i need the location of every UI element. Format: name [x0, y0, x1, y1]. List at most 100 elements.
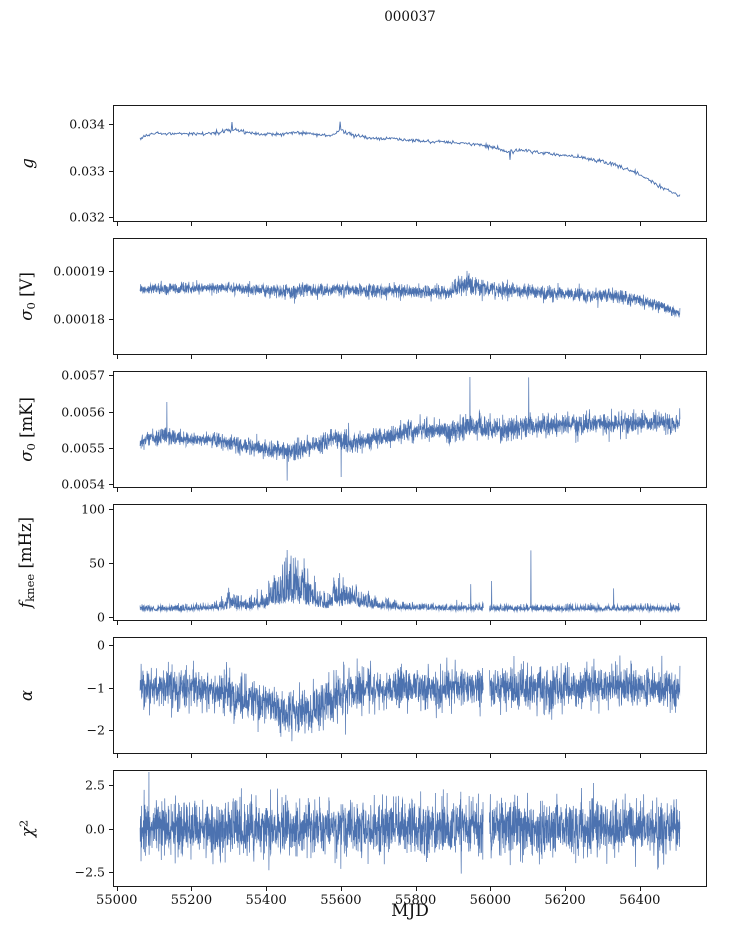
y-tick-mark-alpha: [109, 645, 113, 647]
y-tick-mark-sigma0_mK: [109, 411, 113, 413]
x-tick-mark: [565, 754, 567, 758]
y-axis-title-sigma0_V: σ0 [V]: [14, 238, 40, 355]
panel-f_knee: [113, 504, 707, 621]
x-tick-label: 55600: [320, 893, 362, 908]
y-tick-label-sigma0_mK: 0.0054: [61, 476, 105, 492]
panel-chi2: [113, 770, 707, 887]
x-tick-mark: [340, 355, 342, 359]
x-tick-mark: [116, 754, 118, 758]
y-tick-label-chi2: −2.5: [74, 864, 105, 879]
x-tick-mark: [191, 621, 193, 625]
y-axis-title-sigma0_mK: σ0 [mK]: [14, 371, 40, 488]
y-tick-label-g: 0.032: [69, 209, 105, 225]
x-tick-mark: [191, 222, 193, 226]
x-tick-mark: [415, 222, 417, 226]
x-tick-mark: [565, 488, 567, 492]
x-tick-mark: [266, 222, 268, 226]
y-tick-mark-alpha: [109, 730, 113, 732]
x-tick-mark: [116, 355, 118, 359]
y-tick-label-f_knee: 0: [97, 609, 105, 625]
x-axis-label: MJD: [391, 901, 429, 921]
x-tick-mark: [340, 621, 342, 625]
y-tick-label-chi2: 0.0: [85, 821, 105, 836]
x-tick-label: 56400: [619, 893, 661, 908]
chart-title: 000037: [384, 9, 436, 25]
x-tick-mark: [639, 222, 641, 226]
x-tick-mark: [415, 488, 417, 492]
y-tick-label-f_knee: 50: [89, 555, 105, 571]
y-tick-mark-sigma0_V: [109, 319, 113, 321]
y-tick-label-sigma0_V: 0.00019: [53, 263, 105, 279]
x-tick-mark: [191, 488, 193, 492]
x-tick-mark: [116, 222, 118, 226]
x-tick-mark: [191, 887, 193, 891]
x-tick-mark: [565, 621, 567, 625]
x-tick-mark: [639, 754, 641, 758]
x-tick-mark: [639, 621, 641, 625]
x-tick-label: 55800: [394, 893, 437, 908]
x-tick-mark: [490, 887, 492, 891]
x-tick-mark: [340, 222, 342, 226]
x-tick-label: 55000: [96, 893, 138, 908]
y-tick-label-sigma0_mK: 0.0055: [61, 440, 105, 456]
y-tick-mark-g: [109, 170, 113, 172]
y-tick-mark-chi2: [109, 828, 113, 830]
x-tick-label: 55400: [245, 893, 287, 908]
x-tick-mark: [490, 222, 492, 226]
panel-g: [113, 105, 707, 222]
y-tick-mark-f_knee: [109, 563, 113, 565]
x-tick-mark: [415, 355, 417, 359]
x-tick-mark: [639, 887, 641, 891]
y-tick-mark-chi2: [109, 785, 113, 787]
x-tick-label: 56200: [544, 893, 586, 908]
y-tick-mark-sigma0_V: [109, 271, 113, 273]
x-tick-mark: [415, 887, 417, 891]
x-tick-mark: [191, 754, 193, 758]
x-tick-mark: [415, 621, 417, 625]
x-tick-mark: [565, 222, 567, 226]
x-tick-mark: [340, 887, 342, 891]
x-tick-mark: [490, 621, 492, 625]
x-tick-mark: [639, 488, 641, 492]
plot-canvas-sigma0_mK: [114, 372, 706, 487]
y-tick-label-sigma0_mK: 0.0056: [61, 404, 105, 420]
y-tick-mark-f_knee: [109, 509, 113, 511]
y-tick-mark-sigma0_mK: [109, 484, 113, 486]
plot-canvas-alpha: [114, 638, 706, 753]
x-tick-mark: [490, 488, 492, 492]
y-tick-label-sigma0_V: 0.00018: [53, 311, 105, 327]
x-tick-label: 55200: [170, 893, 213, 908]
x-tick-mark: [639, 355, 641, 359]
x-tick-mark: [266, 621, 268, 625]
x-tick-mark: [191, 355, 193, 359]
y-tick-mark-g: [109, 123, 113, 125]
x-tick-mark: [565, 355, 567, 359]
x-tick-mark: [266, 754, 268, 758]
x-tick-mark: [116, 488, 118, 492]
x-tick-mark: [266, 887, 268, 891]
y-tick-label-g: 0.034: [69, 116, 105, 132]
x-tick-mark: [116, 621, 118, 625]
y-tick-mark-alpha: [109, 687, 113, 689]
x-tick-mark: [266, 488, 268, 492]
y-tick-label-alpha: −1: [86, 680, 105, 696]
y-tick-label-sigma0_mK: 0.0057: [61, 367, 105, 383]
x-tick-mark: [490, 355, 492, 359]
panel-sigma0_mK: [113, 371, 707, 488]
plot-canvas-f_knee: [114, 505, 706, 620]
x-tick-mark: [490, 754, 492, 758]
y-tick-label-alpha: −2: [86, 722, 105, 738]
panel-alpha: [113, 637, 707, 754]
y-tick-label-f_knee: 100: [81, 501, 105, 517]
y-tick-mark-f_knee: [109, 616, 113, 618]
x-tick-mark: [340, 488, 342, 492]
y-tick-mark-chi2: [109, 871, 113, 873]
x-tick-label: 56000: [469, 893, 511, 908]
x-tick-mark: [116, 887, 118, 891]
plot-canvas-chi2: [114, 771, 706, 886]
plot-canvas-sigma0_V: [114, 239, 706, 354]
y-tick-label-alpha: 0: [97, 637, 105, 653]
x-tick-mark: [266, 355, 268, 359]
panel-sigma0_V: [113, 238, 707, 355]
